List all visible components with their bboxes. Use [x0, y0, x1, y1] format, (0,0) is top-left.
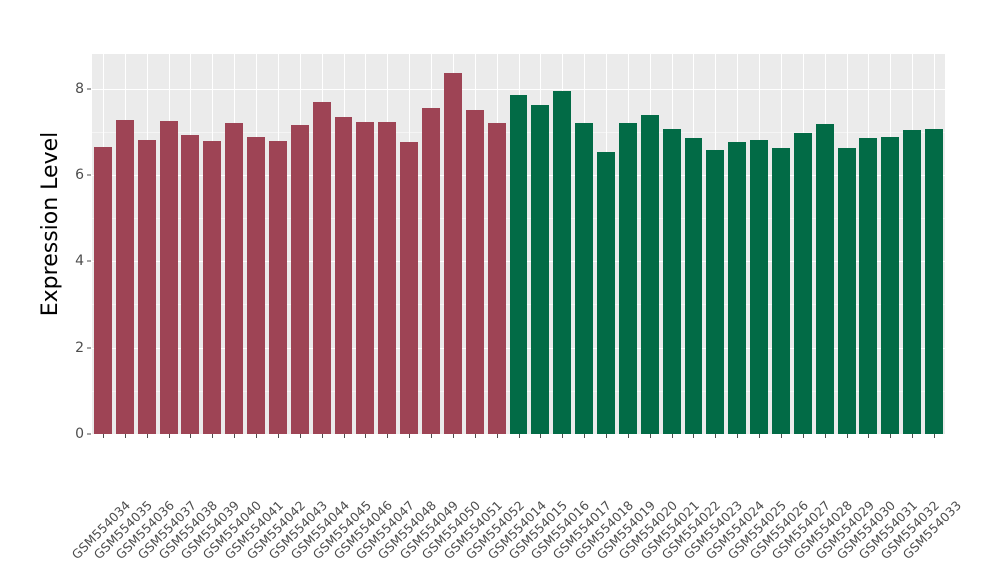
y-axis-tick-label: 2 — [75, 339, 84, 356]
x-axis-tick-mark — [912, 434, 913, 438]
x-axis-tick-mark — [562, 434, 563, 438]
bar — [640, 115, 659, 434]
x-axis-tick-mark — [431, 434, 432, 438]
x-axis-tick-mark — [387, 434, 388, 438]
bar — [378, 121, 397, 434]
bar — [662, 128, 681, 434]
bar — [750, 139, 769, 434]
x-axis-tick-mark — [847, 434, 848, 438]
x-axis-tick-mark — [606, 434, 607, 438]
bar — [400, 142, 419, 434]
bar — [575, 123, 594, 434]
x-axis-tick-marks — [92, 434, 945, 440]
x-axis-tick-mark — [803, 434, 804, 438]
x-axis-tick-mark — [737, 434, 738, 438]
bar — [203, 141, 222, 434]
x-axis-tick-mark — [322, 434, 323, 438]
bar — [290, 125, 309, 434]
y-axis-tick-mark — [87, 260, 91, 262]
x-axis-tick-mark — [300, 434, 301, 438]
bar — [181, 135, 200, 434]
x-axis-tick-mark — [584, 434, 585, 438]
x-axis-tick-mark — [715, 434, 716, 438]
y-axis-tick-mark — [87, 433, 91, 435]
bar — [859, 138, 878, 434]
bar — [728, 141, 747, 434]
bar — [159, 121, 178, 434]
bar — [793, 132, 812, 434]
x-axis-tick-mark — [693, 434, 694, 438]
bar — [881, 136, 900, 434]
x-axis-tick-mark — [628, 434, 629, 438]
plot-panel — [92, 54, 945, 434]
x-axis-tick-mark — [147, 434, 148, 438]
x-axis-tick-mark — [519, 434, 520, 438]
x-axis-tick-mark — [475, 434, 476, 438]
x-axis-tick-mark — [365, 434, 366, 438]
x-axis-tick-mark — [759, 434, 760, 438]
x-axis-tick-mark — [497, 434, 498, 438]
x-axis-tick-mark — [672, 434, 673, 438]
gridline-major-horizontal — [92, 88, 945, 90]
bar — [247, 136, 265, 434]
x-axis-tick-mark — [781, 434, 782, 438]
x-axis-tick-labels: GSM554034 GSM554035 GSM554036 GSM554037 GSM5… — [69, 441, 965, 580]
x-axis-tick-mark — [234, 434, 235, 438]
y-axis-tick-labels: 0 2 4 6 8 — [62, 0, 84, 580]
bar — [815, 123, 834, 434]
bar — [312, 101, 331, 434]
y-axis-tick-marks — [87, 0, 92, 580]
x-axis-tick-mark — [344, 434, 345, 438]
bar — [334, 117, 353, 434]
x-axis-tick-mark — [190, 434, 191, 438]
bar — [443, 73, 462, 434]
bar — [553, 91, 572, 434]
x-axis-tick-mark — [825, 434, 826, 438]
bar — [115, 119, 134, 434]
x-axis-tick-mark — [934, 434, 935, 438]
bar — [487, 122, 506, 434]
bar — [837, 147, 856, 434]
x-axis-tick-mark — [409, 434, 410, 438]
y-axis-tick-mark — [87, 174, 91, 176]
x-axis-tick-mark — [169, 434, 170, 438]
y-axis-tick-label: 8 — [75, 80, 84, 97]
x-axis-tick-mark — [278, 434, 279, 438]
y-axis-tick-mark — [87, 88, 91, 90]
bar — [706, 150, 725, 434]
x-axis-tick-mark — [453, 434, 454, 438]
bar — [531, 104, 550, 434]
bar — [618, 123, 637, 434]
bar — [356, 122, 375, 434]
y-axis-tick-label: 0 — [75, 426, 84, 442]
y-axis-tick-label: 6 — [75, 166, 84, 183]
bar — [684, 137, 703, 434]
bar — [422, 108, 440, 434]
bar — [137, 139, 156, 434]
bar — [925, 128, 944, 434]
bar — [597, 151, 615, 434]
bar — [268, 141, 287, 434]
x-axis-tick-mark — [212, 434, 213, 438]
bar — [465, 110, 484, 434]
bar — [509, 95, 528, 434]
bar — [225, 122, 244, 434]
x-axis-tick-mark — [650, 434, 651, 438]
x-axis-tick-mark — [890, 434, 891, 438]
x-axis-tick-mark — [540, 434, 541, 438]
y-axis-tick-label: 4 — [75, 253, 84, 270]
x-axis-tick-mark — [256, 434, 257, 438]
x-axis-tick-mark — [868, 434, 869, 438]
x-axis-tick-mark — [125, 434, 126, 438]
bar — [771, 148, 790, 434]
y-axis-tick-mark — [87, 347, 91, 349]
x-axis-tick-mark — [103, 434, 104, 438]
bar — [93, 147, 112, 434]
bar — [903, 130, 922, 434]
